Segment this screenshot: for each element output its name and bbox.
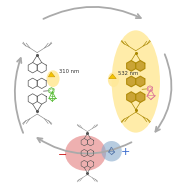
Ellipse shape [65, 136, 106, 171]
Text: $+$: $+$ [121, 146, 131, 157]
Polygon shape [127, 76, 136, 87]
Polygon shape [127, 61, 136, 71]
Text: 532 nm: 532 nm [118, 71, 138, 76]
Polygon shape [109, 74, 116, 79]
Polygon shape [136, 61, 145, 71]
Polygon shape [136, 76, 145, 87]
Ellipse shape [108, 72, 119, 87]
Ellipse shape [46, 70, 60, 87]
Polygon shape [127, 92, 136, 102]
Ellipse shape [112, 30, 160, 133]
Text: 310 nm: 310 nm [59, 69, 79, 74]
Polygon shape [136, 92, 145, 102]
Text: $-$: $-$ [57, 148, 67, 158]
Polygon shape [48, 72, 55, 77]
Ellipse shape [101, 141, 122, 161]
